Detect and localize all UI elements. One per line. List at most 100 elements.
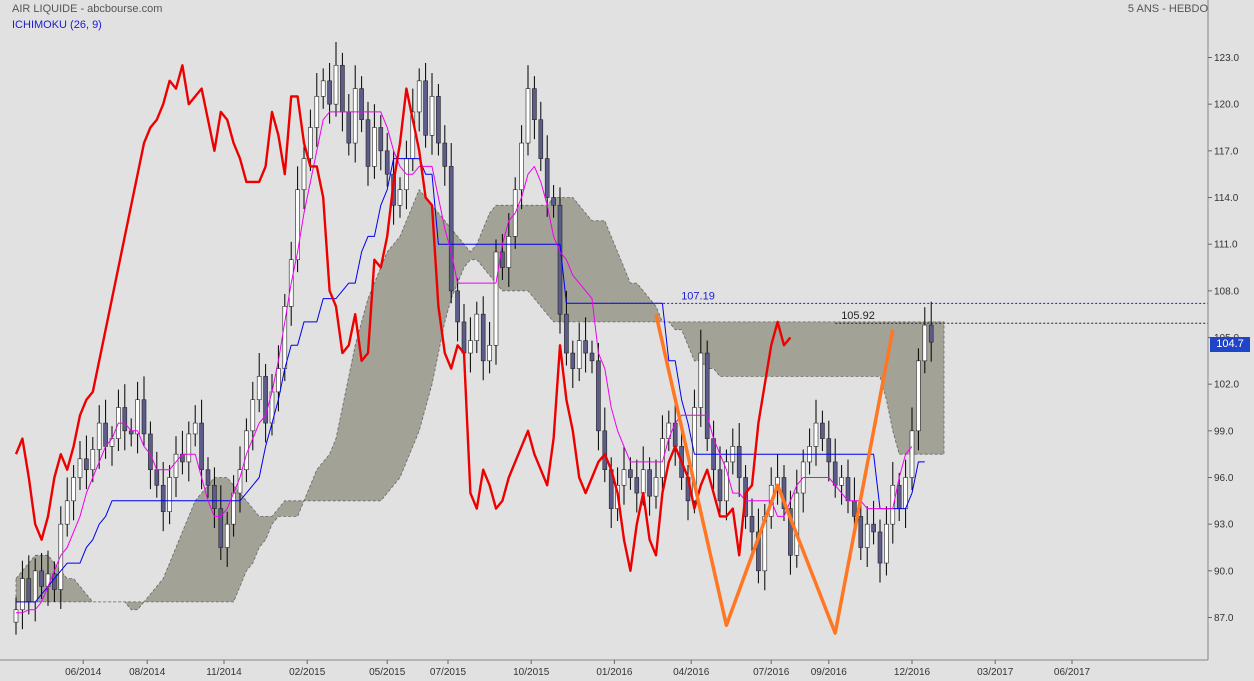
candle-body [13, 609, 19, 623]
candle-body [890, 484, 896, 525]
candle-body [832, 461, 838, 486]
y-tick-label: 87.0 [1214, 613, 1234, 624]
kumo-cloud-area [15, 188, 945, 611]
y-tick-label: 120.0 [1214, 100, 1239, 111]
candle-body [845, 477, 851, 502]
candle-body [487, 344, 492, 362]
w-pattern-line [654, 313, 895, 635]
candle-body [500, 251, 505, 268]
candle-body [461, 321, 467, 354]
period-label: 5 ANS - HEBDO [1127, 3, 1208, 15]
candle-body [263, 376, 268, 424]
candle-body [340, 64, 345, 113]
tenkan-line [16, 111, 913, 614]
candle-body [474, 313, 480, 341]
candle-body [480, 313, 486, 362]
x-tick-label: 12/2016 [894, 667, 931, 678]
candle-body [570, 352, 576, 369]
y-tick-label: 108.0 [1214, 286, 1239, 297]
candle-body [877, 531, 883, 564]
current-price-badge: 104.7 [1210, 337, 1250, 352]
candle-body [589, 352, 595, 362]
candle-body [621, 469, 627, 486]
candle-body [596, 360, 601, 432]
candle-body [26, 578, 32, 603]
candle-body [295, 189, 300, 261]
candle-body [199, 422, 204, 471]
candle-body [653, 477, 659, 497]
candle-body [519, 142, 524, 191]
indicator-label: ICHIMOKU (26, 9) [12, 19, 102, 31]
candle-body [628, 469, 633, 478]
candle-body [864, 523, 870, 548]
candle-body [250, 399, 256, 432]
chikou-line [14, 64, 792, 572]
candle-body [141, 399, 147, 435]
candle-body [372, 127, 377, 167]
candle-body [301, 158, 307, 191]
chart-title: AIR LIQUIDE - abcbourse.com [12, 3, 163, 15]
candle-body [346, 111, 352, 144]
x-tick-label: 06/2014 [65, 667, 102, 678]
y-tick-label: 117.0 [1214, 146, 1239, 157]
candle-body [448, 166, 454, 292]
candle-body [544, 158, 550, 198]
candle-body [103, 422, 108, 447]
candle-body [852, 500, 857, 517]
candle-body [532, 88, 537, 121]
candle-body [333, 64, 339, 105]
candle-body [839, 477, 844, 486]
candle-body [423, 80, 428, 136]
candle-body [39, 570, 44, 587]
candle-body [493, 251, 499, 346]
kijun-line [16, 158, 925, 603]
candle-body [468, 340, 473, 354]
y-tick-label: 96.0 [1214, 473, 1234, 484]
candle-body [698, 352, 704, 408]
candle-body [128, 430, 134, 435]
candle-body [820, 422, 825, 439]
candle-body [218, 508, 224, 548]
candle-body [135, 399, 140, 435]
candle-body [205, 469, 211, 486]
candle-body [871, 523, 876, 533]
candle-body [564, 313, 569, 354]
candle-body [916, 360, 921, 432]
candle-body [717, 469, 723, 502]
candle-body [736, 446, 742, 478]
candle-body [922, 324, 928, 362]
y-tick-label: 102.0 [1214, 380, 1239, 391]
x-tick-label: 03/2017 [977, 667, 1014, 678]
y-tick-label: 93.0 [1214, 520, 1234, 531]
x-tick-label: 08/2014 [129, 667, 166, 678]
candle-body [167, 477, 172, 513]
candle-body [96, 422, 102, 450]
candle-body [90, 449, 96, 471]
candle-body [58, 523, 64, 590]
candle-body [640, 469, 646, 494]
candle-body [173, 453, 179, 478]
y-tick-label: 90.0 [1214, 566, 1234, 577]
candle-body [909, 430, 915, 478]
candle-body [749, 516, 755, 533]
candle-body [455, 290, 460, 323]
x-tick-label: 01/2016 [596, 667, 633, 678]
candle-body [359, 88, 364, 121]
candle-body [192, 422, 198, 435]
candle-body [20, 578, 25, 611]
y-tick-label: 99.0 [1214, 426, 1234, 437]
candle-body [602, 430, 608, 471]
candle-body [224, 523, 230, 548]
y-tick-label: 123.0 [1214, 53, 1239, 64]
candle-body [71, 477, 76, 502]
candle-body [397, 189, 403, 206]
candle-body [442, 142, 448, 167]
candle-body [788, 508, 793, 556]
candle-body [154, 469, 160, 486]
candle-body [794, 492, 800, 556]
kumo-cloud [15, 188, 945, 611]
x-tick-label: 04/2016 [673, 667, 710, 678]
candle-body [327, 80, 332, 105]
candle-body [384, 150, 390, 175]
